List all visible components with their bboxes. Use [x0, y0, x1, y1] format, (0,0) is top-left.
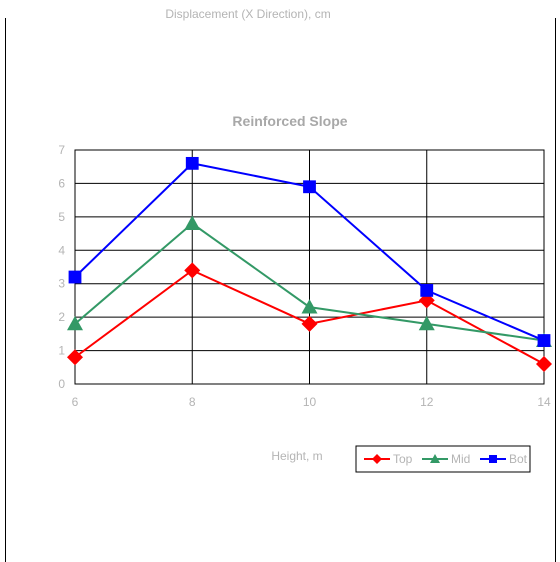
data-point-mid-2 — [301, 299, 318, 314]
data-point-bot-4 — [537, 334, 551, 347]
data-point-mid-0 — [67, 315, 83, 331]
y-tick-label-5: 5 — [58, 210, 65, 224]
data-point-bot-0 — [68, 270, 82, 284]
y-tick-label-1: 1 — [58, 344, 65, 358]
plot-border — [74, 149, 545, 385]
y-tick-label-0: 0 — [58, 377, 65, 391]
data-point-top-1 — [184, 262, 201, 279]
data-point-mid-3 — [418, 315, 435, 331]
data-point-top-0 — [67, 349, 83, 366]
legend-label-mid: Mid — [451, 452, 470, 466]
x-tick-label-3: 12 — [420, 395, 434, 409]
chart-title: Reinforced Slope — [232, 113, 347, 129]
y-tick-label-7: 7 — [58, 143, 65, 157]
y-tick-label-3: 3 — [58, 277, 65, 291]
legend-marker-mid — [430, 454, 440, 463]
x-tick-label-4: 14 — [537, 395, 551, 409]
x-tick-label-0: 6 — [72, 395, 79, 409]
data-point-bot-2 — [303, 180, 316, 194]
data-point-bot-1 — [185, 156, 199, 170]
data-point-top-4 — [536, 355, 552, 372]
data-point-mid-1 — [184, 215, 201, 230]
y-axis-title: Displacement (X Direction), cm — [165, 7, 330, 21]
legend-label-bot: Bot — [509, 452, 528, 466]
data-point-bot-3 — [420, 284, 434, 297]
y-tick-label-6: 6 — [58, 176, 65, 190]
legend: Top Mid Bot — [355, 445, 531, 473]
y-tick-label-2: 2 — [58, 310, 65, 324]
y-tick-label-4: 4 — [58, 243, 65, 257]
x-axis-title: Height, m — [271, 449, 322, 463]
legend-marker-bot — [489, 455, 497, 463]
legend-marker-top — [372, 454, 382, 464]
data-point-top-2 — [301, 315, 318, 332]
x-tick-label-2: 10 — [303, 395, 317, 409]
legend-label-top: Top — [393, 452, 413, 466]
x-tick-label-1: 8 — [189, 395, 196, 409]
